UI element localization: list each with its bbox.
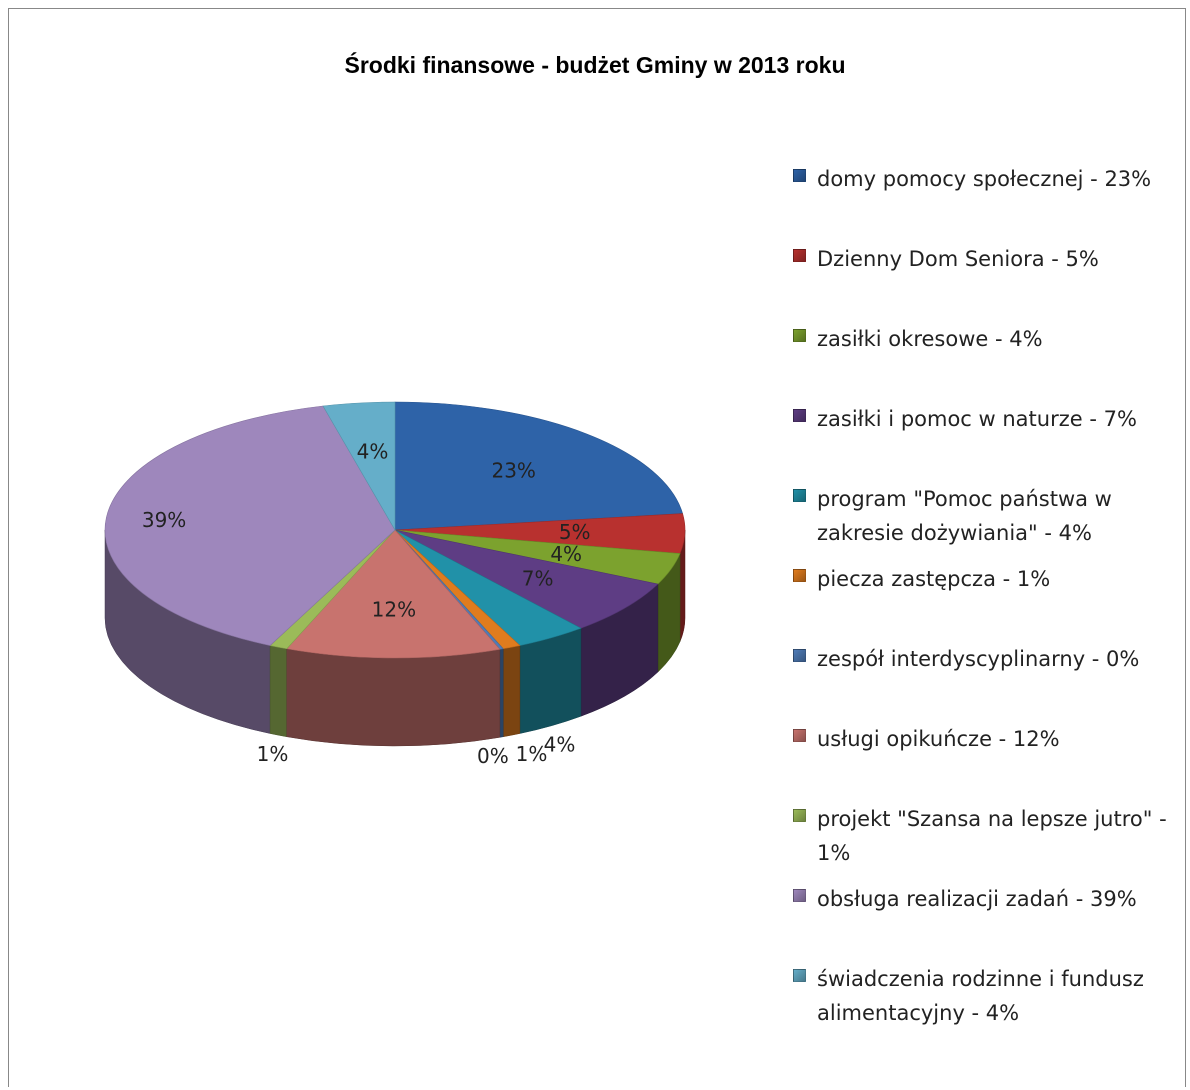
data-label-3: 4%: [550, 542, 582, 566]
data-label-10: 39%: [142, 508, 186, 532]
pie-side-4: [519, 627, 582, 734]
pie-side-1: [269, 645, 288, 738]
legend-swatch-icon: [793, 249, 806, 262]
pie-side-1: [502, 645, 521, 738]
legend-label: zasiłki i pomoc w naturze - 7%: [817, 407, 1137, 431]
data-label-5: 4%: [544, 733, 576, 757]
pie-sides: [104, 529, 686, 747]
legend-label: domy pomocy społecznej - 23%: [817, 167, 1152, 191]
pie-side-12: [286, 648, 501, 747]
data-label-1: 23%: [491, 458, 535, 482]
legend-label: projekt "Szansa na lepsze jutro" - 1%: [817, 807, 1167, 865]
data-label-4: 7%: [522, 566, 554, 590]
legend-label: program "Pomoc państwa w zakresie dożywi…: [817, 487, 1112, 545]
legend-label: zespół interdyscyplinarny - 0%: [817, 647, 1140, 671]
pie-side-0: [499, 648, 504, 738]
pie-data-labels: 23%5%4%7%4%1%0%12%1%39%4%: [142, 439, 591, 768]
data-label-9: 1%: [257, 742, 289, 766]
legend-label: Dzienny Dom Seniora - 5%: [817, 247, 1099, 271]
chart-title: Środki finansowe - budżet Gminy w 2013 r…: [344, 52, 846, 78]
legend-swatch-icon: [793, 569, 806, 582]
pie-slice-8: [286, 529, 501, 659]
legend-label: świadczenia rodzinne i fundusz alimentac…: [817, 967, 1144, 1025]
legend-label: piecza zastępcza - 1%: [817, 567, 1051, 591]
legend-label: usługi opikuńcze - 12%: [817, 727, 1060, 751]
legend-swatch-icon: [793, 729, 806, 742]
legend-label: zasiłki okresowe - 4%: [817, 327, 1043, 351]
pie-tops: [104, 401, 686, 659]
legend-swatch-icon: [793, 969, 806, 982]
data-label-7: 0%: [477, 744, 509, 768]
legend-swatch-icon: [793, 649, 806, 662]
pie-slice-4: [394, 529, 659, 629]
data-label-8: 12%: [372, 597, 416, 621]
pie-slice-10: [104, 405, 396, 646]
pie-slice-1: [394, 401, 684, 531]
legend-label: obsługa realizacji zadań - 39%: [817, 887, 1137, 911]
legend-swatch-icon: [793, 409, 806, 422]
legend-swatch-icon: [793, 329, 806, 342]
legend-swatch-icon: [793, 169, 806, 182]
data-label-6: 1%: [516, 742, 548, 766]
data-label-11: 4%: [357, 439, 389, 463]
legend-swatch-icon: [793, 889, 806, 902]
pie-slice-11: [322, 401, 396, 532]
data-label-2: 5%: [559, 520, 591, 544]
legend-swatch-icon: [793, 809, 806, 822]
legend-swatch-icon: [793, 489, 806, 502]
